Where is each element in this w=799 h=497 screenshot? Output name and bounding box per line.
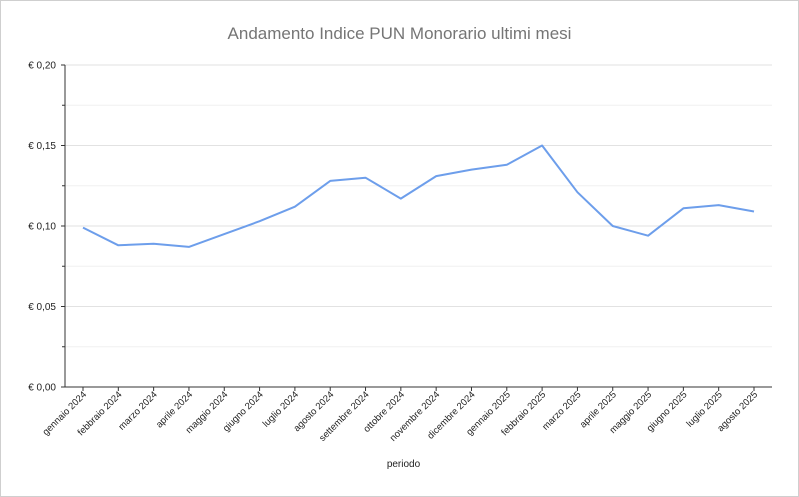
chart-title: Andamento Indice PUN Monorario ultimi me… bbox=[227, 24, 572, 43]
series bbox=[82, 144, 755, 248]
y-tick-labels: € 0,00 € 0,05 € 0,10 € 0,15 € 0,20 bbox=[28, 61, 56, 394]
axes bbox=[61, 64, 772, 391]
y-tick-label: € 0,15 bbox=[28, 141, 56, 152]
y-tick-label: € 0,00 bbox=[28, 383, 56, 394]
x-axis-label: periodo bbox=[387, 459, 421, 470]
grid bbox=[65, 64, 772, 348]
y-tick-label: € 0,10 bbox=[28, 222, 56, 233]
y-tick-label: € 0,05 bbox=[28, 302, 56, 313]
series-line bbox=[82, 144, 755, 248]
y-tick-label: € 0,20 bbox=[28, 61, 56, 72]
